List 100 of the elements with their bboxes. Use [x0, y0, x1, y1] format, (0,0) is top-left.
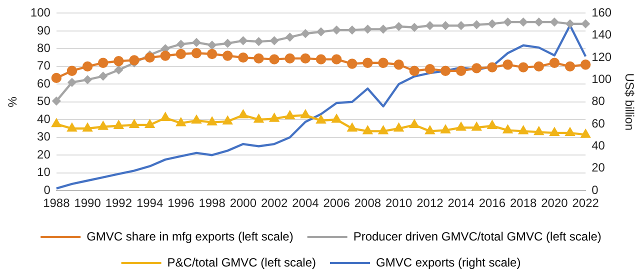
y-tick-label: 50 — [37, 94, 51, 108]
point — [394, 22, 403, 31]
y-tick-label: 10 — [37, 165, 51, 180]
point — [67, 123, 77, 132]
x-tick-label: 1992 — [105, 196, 132, 210]
point — [348, 26, 356, 34]
x-tick-label: 1990 — [74, 196, 102, 210]
point — [52, 96, 61, 106]
x-tick-label: 1994 — [136, 196, 164, 210]
y2-tick-label: 60 — [592, 116, 606, 130]
point — [362, 58, 373, 68]
y2-tick-label: 140 — [592, 28, 612, 42]
x-tick-label: 2016 — [478, 196, 506, 210]
y-tick-label: 0 — [44, 182, 51, 197]
point — [316, 115, 326, 124]
point — [394, 123, 404, 132]
y-axis-title: % — [6, 96, 20, 108]
point — [300, 53, 311, 64]
point — [581, 130, 590, 138]
x-tick-label: 1996 — [168, 196, 195, 210]
point — [331, 54, 342, 64]
point — [580, 60, 591, 70]
point — [472, 63, 482, 74]
point — [364, 25, 372, 34]
point — [394, 60, 404, 70]
point — [348, 123, 357, 132]
y2-axis-title: US$ billion — [622, 73, 636, 131]
point — [488, 20, 496, 28]
y2-tick-label: 160 — [592, 6, 612, 20]
point — [206, 48, 218, 60]
point — [534, 18, 543, 26]
x-tick-label: 2002 — [260, 196, 288, 210]
point — [285, 110, 294, 120]
point — [68, 78, 76, 86]
x-tick-label: 2000 — [230, 196, 257, 210]
point — [441, 22, 450, 30]
point — [160, 50, 170, 61]
point — [254, 114, 264, 123]
point — [52, 118, 61, 128]
point — [316, 54, 326, 64]
point — [144, 52, 155, 63]
point — [534, 126, 544, 136]
point — [114, 66, 123, 74]
point — [347, 58, 358, 69]
x-tick-label: 2006 — [323, 196, 350, 210]
x-tick-label: 2020 — [541, 196, 568, 210]
point — [223, 116, 232, 125]
point — [518, 62, 528, 72]
point — [145, 120, 154, 128]
point — [238, 52, 248, 63]
y2-tick-label: 40 — [592, 138, 606, 153]
point — [518, 126, 528, 134]
point — [440, 66, 451, 76]
point — [270, 114, 279, 122]
point — [363, 126, 372, 134]
point — [566, 20, 574, 28]
point — [440, 125, 450, 134]
y2-tick-label: 100 — [592, 72, 612, 86]
point — [82, 61, 93, 72]
point — [130, 120, 139, 128]
point — [550, 128, 560, 136]
point — [114, 120, 124, 129]
x-tick-label: 1998 — [198, 196, 226, 210]
x-tick-label: 2004 — [292, 196, 320, 210]
y2-tick-label: 120 — [592, 50, 612, 64]
point — [176, 118, 186, 126]
point — [456, 22, 466, 30]
point — [456, 66, 466, 76]
point — [519, 18, 528, 26]
y-tick-label: 100 — [30, 6, 51, 20]
point — [129, 55, 140, 66]
point — [176, 40, 186, 48]
point — [114, 56, 124, 66]
x-tick-label: 2014 — [448, 196, 475, 210]
y-tick-label: 30 — [37, 130, 51, 144]
point — [472, 20, 481, 29]
point — [424, 64, 436, 74]
point — [503, 125, 512, 134]
legend-label: P&C/total GMVC (left scale) — [167, 255, 316, 270]
point — [332, 26, 341, 34]
point — [332, 114, 342, 123]
point — [99, 72, 108, 80]
point — [286, 33, 294, 42]
point — [222, 50, 233, 61]
point — [269, 54, 280, 64]
y-tick-label: 60 — [37, 76, 51, 90]
point — [410, 120, 419, 128]
point — [409, 66, 420, 76]
point — [82, 123, 92, 132]
point — [192, 115, 202, 124]
point — [426, 22, 434, 30]
point — [487, 62, 498, 72]
point — [51, 72, 62, 84]
point — [301, 30, 310, 38]
x-tick-label: 2018 — [510, 196, 537, 210]
point — [378, 126, 388, 134]
x-tick-label: 2022 — [572, 196, 600, 210]
point — [425, 126, 435, 134]
point — [549, 58, 560, 68]
point — [550, 18, 559, 26]
